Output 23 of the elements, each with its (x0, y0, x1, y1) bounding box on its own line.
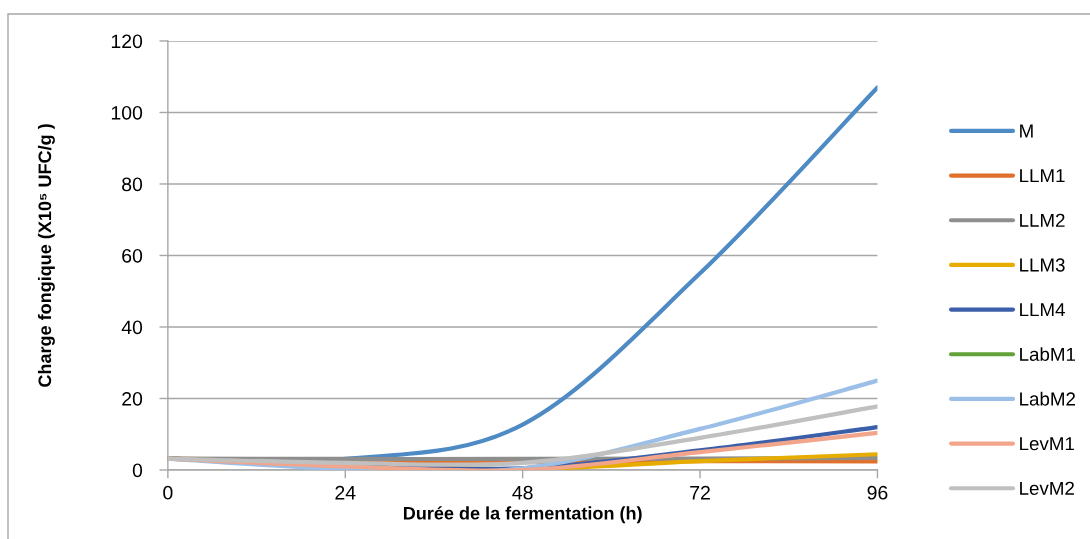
legend-label: LLM3 (1020, 258, 1065, 272)
y-tick-label: 100 (111, 105, 143, 120)
y-tick-label: 20 (122, 391, 143, 406)
legend-label: LLM1 (1020, 169, 1065, 183)
x-axis-title: Durée de la fermentation (h) (403, 506, 642, 524)
legend-label: LabM2 (1020, 391, 1075, 406)
legend-label: LLM2 (1020, 213, 1065, 227)
legend-label: LLM4 (1020, 303, 1065, 317)
x-tick-label: 24 (335, 485, 356, 500)
y-tick-label: 40 (121, 320, 143, 335)
y-tick-label: 60 (122, 248, 143, 263)
legend-label: LevM2 (1020, 481, 1074, 495)
y-tick-label: 0 (132, 463, 143, 478)
x-tick-label: 48 (512, 485, 533, 500)
legend-label: M (1020, 124, 1033, 138)
y-tick-label: 120 (111, 34, 143, 49)
legend-label: LabM1 (1020, 347, 1076, 361)
legend-label: LevM1 (1020, 437, 1074, 451)
x-tick-label: 96 (867, 485, 888, 500)
y-axis-title: Charge fongique (X10⁵ UFC/g ) (37, 124, 55, 387)
x-tick-label: 0 (163, 485, 173, 500)
y-tick-label: 80 (122, 177, 143, 192)
x-tick-label: 72 (690, 485, 710, 500)
